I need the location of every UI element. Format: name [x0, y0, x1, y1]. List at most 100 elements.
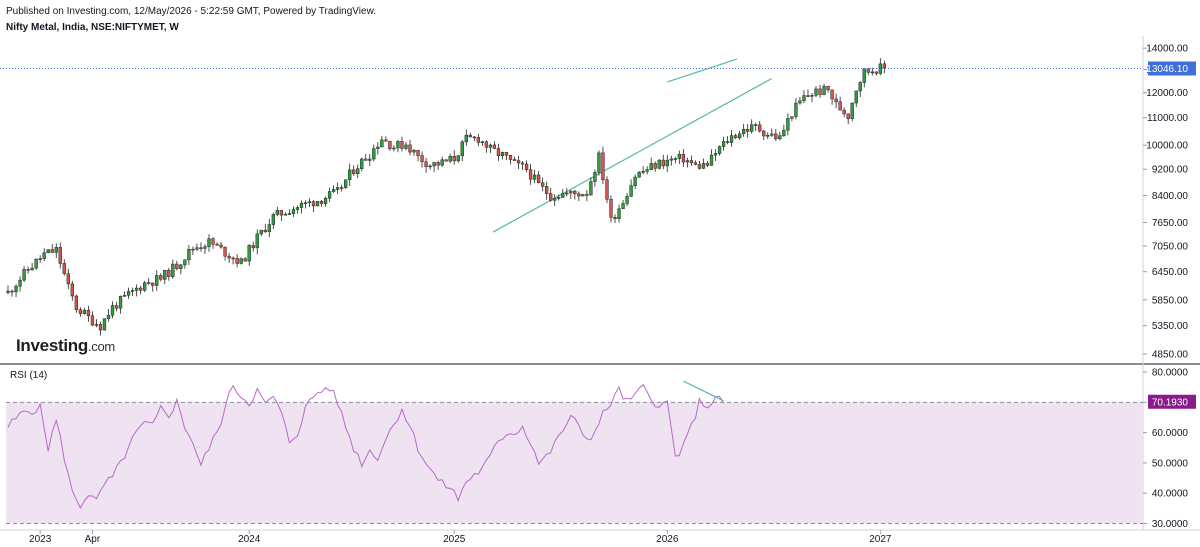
- candle: [231, 256, 235, 265]
- candle-body: [239, 258, 243, 264]
- candle-body: [524, 163, 529, 170]
- candle: [348, 163, 352, 186]
- candle-body: [163, 269, 167, 280]
- candle-body: [372, 148, 376, 160]
- candle: [536, 170, 541, 184]
- candle: [500, 151, 505, 160]
- candle: [279, 209, 284, 222]
- candle-body: [754, 124, 758, 126]
- candle-body: [786, 118, 790, 131]
- candle-body: [826, 85, 830, 91]
- candle-body: [380, 139, 384, 148]
- candle: [199, 242, 203, 252]
- candle: [806, 89, 810, 97]
- rsi-panel: RSI (14): [6, 370, 1143, 524]
- candle: [512, 156, 517, 161]
- candle-body: [215, 243, 219, 246]
- candle-body: [175, 263, 179, 269]
- candle-body: [384, 139, 388, 142]
- candle-body: [645, 169, 649, 172]
- candle: [693, 160, 698, 166]
- candle-body: [742, 128, 746, 135]
- candle-body: [557, 197, 561, 199]
- candle: [412, 149, 416, 156]
- candle-body: [18, 279, 22, 287]
- candle: [428, 164, 432, 170]
- candle: [758, 120, 762, 133]
- candle-body: [577, 193, 581, 197]
- candle-body: [291, 209, 296, 214]
- candle: [155, 270, 159, 291]
- candle: [645, 166, 649, 175]
- candle-body: [227, 255, 231, 259]
- candle: [456, 155, 460, 163]
- candle-body: [287, 213, 292, 215]
- candle: [593, 169, 597, 187]
- candle-body: [516, 160, 521, 164]
- candle-body: [609, 199, 613, 218]
- candle: [786, 113, 790, 136]
- price-tick-label: 6450.00: [1152, 267, 1189, 278]
- candle-body: [794, 102, 798, 117]
- candle-body: [508, 155, 513, 160]
- candle: [733, 133, 738, 140]
- price-tick-label: 5350.00: [1152, 321, 1189, 332]
- candle: [814, 86, 818, 98]
- candle: [870, 67, 874, 76]
- candle: [62, 259, 66, 276]
- candle-body: [701, 163, 706, 169]
- candle-body: [66, 273, 70, 285]
- candle-body: [862, 68, 866, 83]
- candle: [689, 155, 694, 166]
- rsi-axis: 30.000040.000050.000060.000070.000080.00…: [1143, 368, 1196, 530]
- candle: [601, 146, 605, 184]
- candle: [38, 255, 42, 263]
- candle-body: [553, 198, 557, 201]
- candle-body: [569, 190, 573, 194]
- candle-body: [319, 200, 324, 204]
- candle: [6, 285, 10, 295]
- candle-body: [721, 141, 726, 147]
- candle-body: [746, 128, 750, 132]
- candle-body: [38, 258, 42, 260]
- candle-body: [737, 133, 742, 139]
- candle-body: [649, 163, 653, 170]
- candle: [211, 237, 215, 249]
- candle: [669, 155, 673, 166]
- candle: [629, 179, 633, 198]
- candle-body: [126, 291, 131, 296]
- candle: [532, 169, 537, 184]
- candle: [74, 294, 78, 313]
- candle: [742, 123, 746, 137]
- candle: [794, 98, 798, 120]
- rsi-value-tag: [1148, 394, 1196, 409]
- candle: [661, 154, 665, 170]
- candle: [782, 124, 786, 138]
- candle-body: [364, 158, 368, 161]
- candle: [243, 257, 247, 262]
- candle: [18, 276, 22, 292]
- candle: [790, 116, 794, 122]
- candle: [597, 150, 601, 176]
- candle: [673, 156, 677, 164]
- candle: [368, 154, 372, 166]
- candle: [637, 170, 641, 178]
- candle: [227, 252, 231, 263]
- candle-body: [90, 315, 95, 326]
- candle: [420, 151, 424, 168]
- candle-body: [661, 159, 665, 167]
- candle: [468, 132, 472, 138]
- candle-body: [689, 160, 694, 163]
- candle: [183, 259, 187, 269]
- candle-body: [613, 217, 617, 219]
- candle: [705, 160, 710, 167]
- candle-body: [30, 267, 34, 271]
- candle: [858, 81, 862, 97]
- candle-body: [693, 162, 698, 165]
- candle-body: [223, 246, 227, 257]
- candle: [106, 309, 111, 322]
- candle: [416, 150, 420, 162]
- candle-body: [532, 174, 537, 180]
- candle-body: [392, 147, 396, 150]
